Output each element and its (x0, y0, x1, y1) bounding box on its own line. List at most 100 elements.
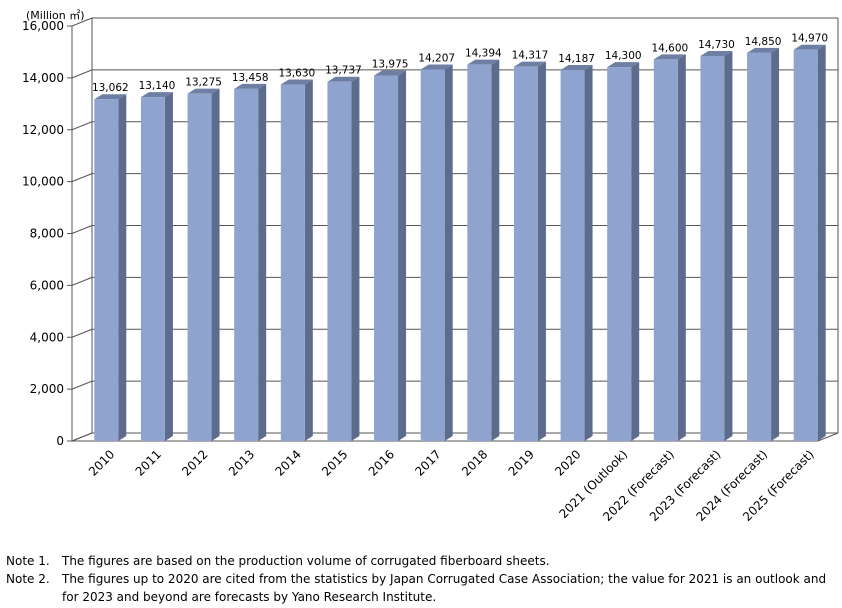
y-tick-label: 4,000 (30, 330, 64, 344)
data-label: 14,600 (651, 42, 688, 54)
y-tick-label: 0 (56, 434, 64, 448)
bar-front (467, 64, 492, 441)
bar-side (351, 76, 360, 441)
bar-top (420, 64, 453, 70)
bar (793, 44, 826, 441)
bar-top (234, 83, 267, 89)
data-label: 13,737 (325, 65, 362, 77)
bar-side (164, 92, 173, 442)
data-label: 14,730 (698, 39, 735, 51)
x-tick-label: 2011 (133, 447, 164, 478)
bar-side (258, 83, 267, 441)
data-label: 13,062 (92, 82, 129, 94)
bar-top (327, 76, 360, 82)
bar-front (793, 49, 818, 441)
bar-top (560, 65, 593, 71)
bar-side (631, 62, 640, 441)
x-tick-label: 2019 (506, 447, 537, 478)
data-labels: 13,062 13,140 13,275 13,458 13,630 13,737 13,9… (92, 33, 828, 94)
y-axis-ticks: 0 2,000 4,000 6,000 8,000 10,000 12,000 14,000 1… (22, 19, 72, 448)
y-tick-label: 12,000 (22, 123, 64, 137)
bar-front (94, 99, 119, 441)
y-tick-label: 6,000 (30, 278, 64, 292)
data-label: 13,275 (185, 77, 222, 89)
x-tick-label: 2020 (552, 447, 583, 478)
data-label: 14,970 (791, 33, 828, 45)
y-tick-label: 16,000 (22, 19, 64, 33)
x-tick-label: 2015 (319, 447, 350, 478)
data-label: 14,300 (605, 50, 642, 62)
bar (513, 61, 546, 442)
bar-side (211, 88, 220, 441)
bar (280, 79, 313, 442)
bar (747, 47, 780, 441)
gridline-diagonal (71, 69, 93, 79)
bar-front (700, 55, 725, 442)
bar (607, 62, 640, 441)
bar-side (304, 79, 313, 442)
bar-top (513, 61, 546, 67)
x-tick-label: 2018 (459, 447, 490, 478)
bar-front (187, 93, 212, 441)
bar-front (560, 70, 585, 441)
bar-front (747, 52, 772, 441)
data-label: 14,850 (745, 36, 782, 48)
note-label: Note 2. (6, 572, 50, 586)
bar (187, 88, 220, 441)
x-tick-label: 2012 (179, 447, 210, 478)
bar-front (234, 88, 259, 441)
bar-front (607, 67, 632, 441)
gridline-diagonal (71, 328, 93, 338)
bar-top (793, 44, 826, 50)
bar (560, 65, 593, 441)
bar (467, 59, 500, 441)
bar-front (280, 84, 305, 442)
bar-side (584, 65, 593, 441)
bar-side (771, 47, 780, 441)
data-label: 14,187 (558, 53, 595, 65)
bar-top (747, 47, 780, 53)
gridline-diagonal (71, 225, 93, 234)
bar (700, 50, 733, 442)
bar (374, 70, 407, 441)
bar-top (700, 50, 733, 56)
y-tick-label: 2,000 (30, 382, 64, 396)
bar-top (374, 70, 407, 76)
bar-side (491, 59, 500, 441)
data-label: 13,458 (232, 72, 269, 84)
bar-top (607, 62, 640, 68)
gridline-diagonal (71, 173, 93, 183)
data-label: 13,140 (139, 80, 176, 92)
bar-side (724, 50, 733, 442)
bar-front (374, 75, 399, 441)
note-2: Note 2. The figures up to 2020 are cited… (6, 570, 838, 606)
bar-side (537, 61, 546, 442)
x-tick-label: 2017 (412, 447, 443, 478)
bar (234, 83, 267, 441)
notes: Note 1. The figures are based on the pro… (6, 552, 838, 606)
bar-front (140, 97, 165, 442)
bar (653, 54, 686, 441)
x-tick-label: 2013 (226, 447, 257, 478)
gridline-diagonal (71, 276, 93, 286)
bar (140, 92, 173, 442)
bar-top (467, 59, 500, 65)
bar (94, 94, 127, 441)
y-tick-label: 8,000 (30, 227, 64, 241)
bar-front (513, 66, 538, 442)
gridline-diagonal (71, 17, 93, 27)
bar-top (187, 88, 220, 94)
bar-top (280, 79, 313, 85)
x-tick-label: 2014 (272, 447, 303, 478)
gridline-diagonal (71, 121, 93, 131)
bar-top (94, 94, 127, 100)
bar (327, 76, 360, 441)
bar (420, 64, 453, 442)
bar-top (653, 54, 686, 60)
x-tick-label: 2010 (86, 447, 117, 478)
note-text: The figures up to 2020 are cited from th… (62, 572, 827, 604)
note-text: The figures are based on the production … (62, 554, 550, 568)
x-axis-ticks: 2010 2011 2012 2013 2014 2015 2016 2017 2018 2019… (86, 447, 817, 524)
data-label: 13,630 (278, 67, 315, 79)
note-label: Note 1. (6, 554, 50, 568)
